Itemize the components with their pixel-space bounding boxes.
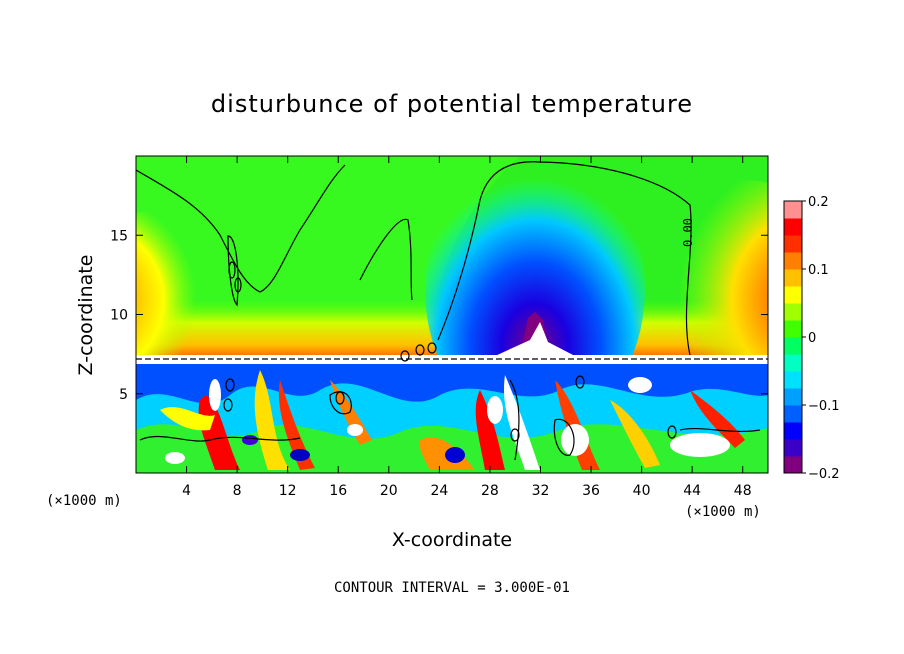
colorbar-swatch <box>784 371 802 389</box>
x-tick-label: 24 <box>430 483 448 499</box>
x-tick-label: 8 <box>233 483 242 499</box>
y-axis: 5 10 15 <box>110 228 768 403</box>
x-tick-label: 28 <box>481 483 499 499</box>
colorbar-swatch <box>784 422 802 440</box>
contour-interval: CONTOUR INTERVAL = 3.000E-01 <box>334 580 570 596</box>
field-lower-structures <box>136 370 768 473</box>
colorbar-swatch <box>784 218 802 236</box>
colorbar-tick-label: 0.1 <box>808 263 829 278</box>
x-tick-label: 12 <box>279 483 297 499</box>
x-tick-label: 40 <box>633 483 651 499</box>
plot-area <box>136 156 768 473</box>
colorbar-swatch <box>784 303 802 321</box>
x-tick-label: 16 <box>329 483 347 499</box>
colorbar-swatch <box>784 286 802 304</box>
x-axis-label: X-coordinate <box>392 529 512 551</box>
y-tick-label: 5 <box>119 387 128 403</box>
y-axis-label: Z-coordinate <box>75 255 97 376</box>
field-warm-left <box>136 210 250 390</box>
contour-lines <box>136 161 761 461</box>
field-white-peak <box>495 322 575 356</box>
colorbar-swatch <box>784 405 802 423</box>
x-tick-label: 20 <box>380 483 398 499</box>
y-tick-label: 10 <box>110 308 128 324</box>
x-tick-label: 36 <box>582 483 600 499</box>
colorbar-swatch <box>784 439 802 457</box>
colorbar: 0.2 0.1 0 −0.1 −0.2 <box>783 195 840 482</box>
colorbar-swatch <box>784 456 802 474</box>
colorbar-tick-label: −0.1 <box>808 399 840 414</box>
x-unit-left: (×1000 m) <box>46 493 122 509</box>
x-tick-label: 32 <box>532 483 550 499</box>
x-axis: 4 8 12 16 20 24 28 32 36 40 44 48 <box>182 156 752 499</box>
colorbar-tick-label: 0 <box>808 331 816 346</box>
colorbar-tick-label: 0.2 <box>808 195 829 210</box>
x-tick-label: 48 <box>734 483 752 499</box>
colorbar-swatch <box>784 235 802 253</box>
contour-label: 0.00 <box>681 218 695 247</box>
colorbar-tick-label: −0.2 <box>808 467 840 482</box>
colorbar-swatch <box>784 320 802 338</box>
y-tick-label: 15 <box>110 228 128 244</box>
colorbar-swatch <box>784 388 802 406</box>
chart-title: disturbunce of potential temperature <box>211 90 693 118</box>
colorbar-swatch <box>784 252 802 270</box>
colorbar-swatch <box>784 269 802 287</box>
colorbar-swatch <box>784 201 802 219</box>
x-unit-right: (×1000 m) <box>685 504 761 520</box>
x-tick-label: 4 <box>182 483 191 499</box>
x-tick-label: 44 <box>683 483 701 499</box>
colorbar-swatch <box>784 354 802 372</box>
colorbar-swatch <box>784 337 802 355</box>
